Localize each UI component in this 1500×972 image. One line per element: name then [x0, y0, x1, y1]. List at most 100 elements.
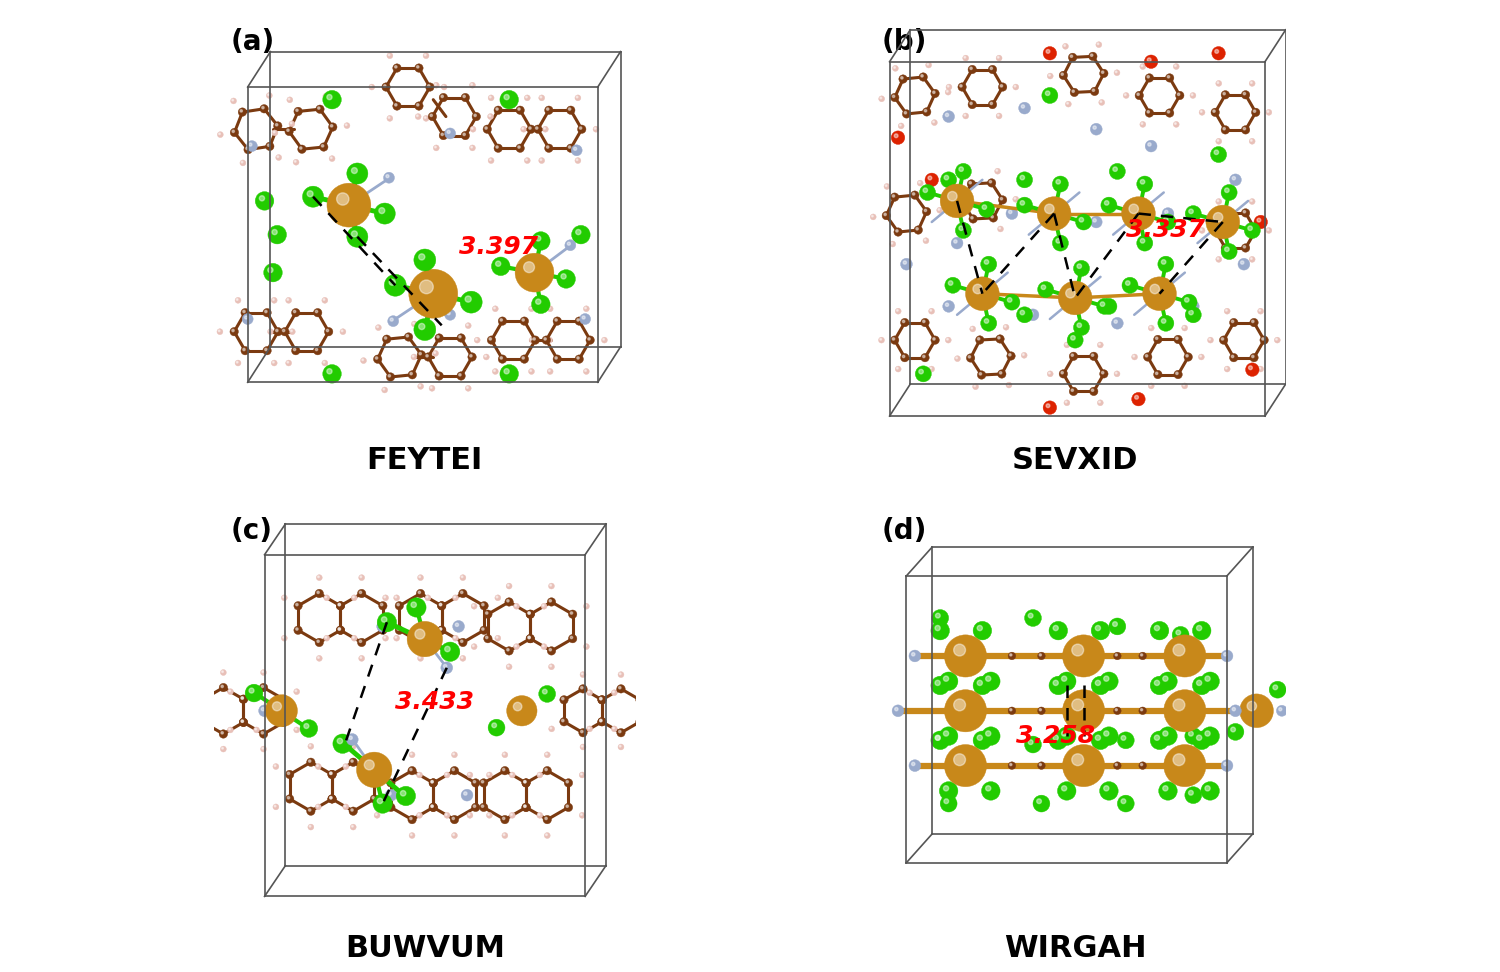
Circle shape: [981, 315, 996, 331]
Circle shape: [381, 604, 382, 606]
Circle shape: [650, 726, 656, 732]
Circle shape: [414, 102, 423, 110]
Circle shape: [900, 77, 903, 79]
Circle shape: [494, 307, 495, 309]
Circle shape: [352, 637, 354, 639]
Circle shape: [1056, 238, 1060, 243]
Circle shape: [438, 626, 446, 635]
Circle shape: [390, 318, 393, 321]
Circle shape: [382, 389, 384, 390]
Circle shape: [482, 628, 484, 630]
Circle shape: [1053, 176, 1068, 192]
Circle shape: [1090, 621, 1110, 640]
Circle shape: [580, 730, 584, 733]
Circle shape: [536, 127, 538, 129]
Circle shape: [294, 310, 296, 313]
Circle shape: [274, 765, 276, 767]
Circle shape: [1150, 731, 1168, 749]
Circle shape: [934, 625, 940, 631]
Circle shape: [406, 598, 426, 617]
Circle shape: [495, 636, 501, 642]
Circle shape: [362, 359, 363, 361]
Circle shape: [352, 596, 354, 598]
Circle shape: [322, 298, 326, 300]
Circle shape: [430, 114, 432, 117]
Circle shape: [1200, 356, 1202, 357]
Circle shape: [960, 199, 962, 202]
Circle shape: [336, 602, 345, 610]
Circle shape: [1239, 694, 1274, 728]
Circle shape: [1058, 781, 1076, 800]
Circle shape: [471, 779, 480, 787]
Circle shape: [460, 591, 464, 594]
Circle shape: [1150, 284, 1160, 294]
Circle shape: [344, 764, 350, 770]
Circle shape: [444, 646, 450, 652]
Circle shape: [393, 64, 400, 72]
Circle shape: [600, 719, 602, 722]
Circle shape: [242, 346, 249, 355]
Circle shape: [1154, 335, 1162, 344]
Circle shape: [219, 330, 220, 331]
Circle shape: [358, 655, 364, 661]
Circle shape: [1048, 621, 1068, 640]
Circle shape: [413, 356, 414, 357]
Circle shape: [254, 727, 260, 733]
Circle shape: [588, 337, 590, 340]
Circle shape: [376, 326, 378, 328]
Circle shape: [489, 158, 490, 160]
Circle shape: [926, 173, 939, 187]
Circle shape: [364, 760, 374, 770]
Circle shape: [580, 686, 584, 689]
Circle shape: [1098, 399, 1104, 405]
Circle shape: [460, 641, 464, 642]
Circle shape: [981, 672, 1000, 690]
Circle shape: [452, 751, 458, 758]
Circle shape: [1000, 85, 1002, 87]
Circle shape: [435, 84, 436, 86]
Circle shape: [327, 94, 332, 100]
Circle shape: [513, 643, 519, 649]
Circle shape: [417, 589, 424, 598]
Circle shape: [585, 369, 586, 371]
Circle shape: [567, 144, 574, 153]
Circle shape: [1098, 343, 1101, 345]
Circle shape: [416, 629, 424, 639]
Circle shape: [510, 814, 513, 816]
Circle shape: [568, 635, 578, 642]
Circle shape: [1150, 677, 1168, 695]
Circle shape: [524, 261, 534, 272]
Circle shape: [460, 789, 472, 801]
Circle shape: [417, 813, 423, 818]
Circle shape: [1113, 652, 1120, 660]
Circle shape: [1104, 731, 1108, 736]
Circle shape: [261, 670, 267, 676]
Circle shape: [272, 297, 278, 303]
Circle shape: [378, 602, 387, 610]
Circle shape: [454, 596, 456, 598]
Circle shape: [522, 779, 531, 787]
Circle shape: [1258, 367, 1260, 369]
Circle shape: [958, 83, 966, 91]
Circle shape: [981, 727, 1000, 746]
Circle shape: [518, 146, 520, 148]
Circle shape: [897, 309, 898, 311]
Circle shape: [506, 646, 513, 655]
Circle shape: [470, 355, 472, 357]
Circle shape: [958, 226, 963, 230]
Circle shape: [456, 623, 459, 626]
Circle shape: [444, 772, 450, 778]
Circle shape: [394, 602, 404, 610]
Circle shape: [549, 583, 555, 589]
Circle shape: [272, 130, 278, 136]
Circle shape: [394, 637, 396, 639]
Circle shape: [489, 115, 490, 117]
Circle shape: [340, 329, 346, 334]
Circle shape: [417, 655, 423, 661]
Circle shape: [468, 814, 470, 816]
Circle shape: [483, 354, 489, 360]
Circle shape: [968, 65, 976, 74]
Circle shape: [1210, 108, 1219, 117]
Circle shape: [1251, 226, 1260, 234]
Circle shape: [188, 727, 194, 733]
